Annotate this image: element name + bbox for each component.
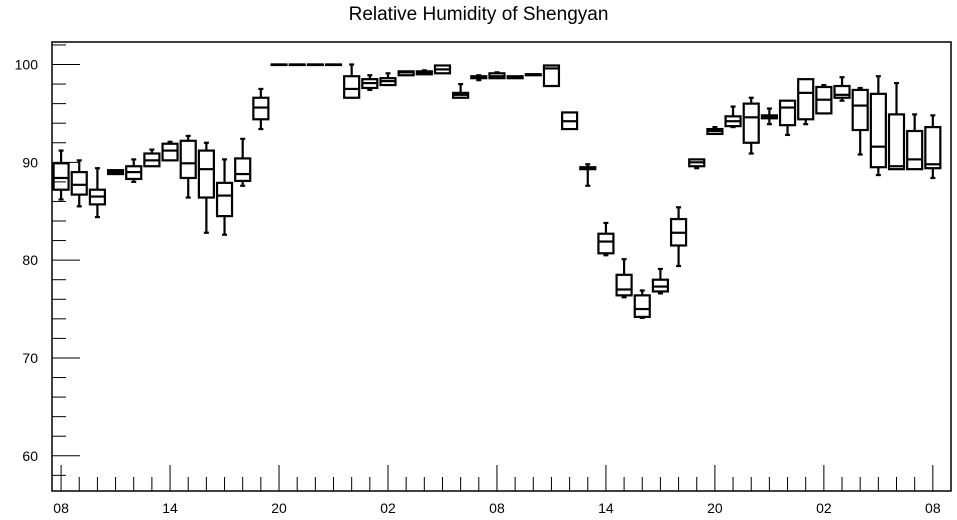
box-42 bbox=[815, 83, 833, 115]
box-20 bbox=[415, 69, 433, 76]
box-body bbox=[70, 171, 88, 196]
box-9 bbox=[215, 158, 234, 236]
box-40 bbox=[778, 99, 797, 137]
box-body bbox=[597, 232, 615, 255]
y-axis: 60 70 80 90 100 bbox=[15, 44, 80, 476]
plot-frame bbox=[51, 41, 952, 492]
box-35 bbox=[688, 158, 706, 170]
box-36 bbox=[706, 126, 724, 136]
box-body bbox=[234, 157, 252, 183]
box-12 bbox=[270, 63, 288, 67]
box-39 bbox=[760, 107, 778, 126]
box-17 bbox=[361, 74, 379, 92]
box-body bbox=[215, 181, 234, 218]
box-3 bbox=[106, 169, 125, 176]
box-45 bbox=[869, 75, 887, 177]
box-44 bbox=[851, 86, 869, 156]
box-body bbox=[924, 126, 942, 170]
y-tick-label: 80 bbox=[22, 252, 38, 268]
box-47 bbox=[906, 113, 924, 171]
box-body bbox=[615, 273, 633, 297]
chart-title: Relative Humidity of Shengyan bbox=[348, 4, 609, 25]
box-body bbox=[833, 84, 851, 99]
box-15 bbox=[324, 63, 343, 67]
y-tick-label: 90 bbox=[22, 154, 38, 170]
x-tick-label: 08 bbox=[53, 500, 69, 516]
y-tick-label: 60 bbox=[22, 448, 38, 464]
box-41 bbox=[797, 78, 815, 126]
box-series bbox=[52, 63, 942, 319]
box-32 bbox=[633, 289, 651, 319]
box-23 bbox=[470, 74, 488, 82]
x-axis: 08 14 20 02 08 14 20 02 08 bbox=[53, 465, 941, 516]
box-4 bbox=[125, 158, 143, 183]
box-24 bbox=[488, 71, 506, 80]
box-13 bbox=[288, 63, 306, 67]
box-19 bbox=[397, 70, 415, 77]
box-body bbox=[343, 75, 361, 99]
box-33 bbox=[651, 267, 670, 295]
box-2 bbox=[88, 167, 107, 219]
x-tick-label: 14 bbox=[598, 500, 614, 516]
x-tick-label: 20 bbox=[707, 500, 723, 516]
y-tick-label: 100 bbox=[15, 56, 39, 72]
box-body bbox=[906, 129, 924, 171]
box-1 bbox=[70, 159, 88, 208]
box-body bbox=[869, 92, 887, 169]
box-11 bbox=[252, 87, 270, 131]
box-body bbox=[797, 78, 815, 121]
box-46 bbox=[887, 81, 906, 171]
box-0 bbox=[52, 149, 70, 201]
x-tick-label: 08 bbox=[489, 500, 505, 516]
box-29 bbox=[579, 163, 597, 187]
box-26 bbox=[524, 73, 542, 77]
box-8 bbox=[197, 141, 215, 234]
box-43 bbox=[833, 76, 851, 102]
box-14 bbox=[306, 63, 324, 67]
x-tick-label: 02 bbox=[380, 500, 396, 516]
box-22 bbox=[452, 82, 470, 99]
x-tick-label: 14 bbox=[162, 500, 178, 516]
box-5 bbox=[143, 148, 161, 168]
box-25 bbox=[506, 75, 524, 80]
box-body bbox=[52, 162, 70, 191]
box-body bbox=[887, 113, 906, 171]
box-21 bbox=[433, 64, 452, 75]
box-body bbox=[778, 99, 797, 127]
x-tick-label: 20 bbox=[271, 500, 287, 516]
box-6 bbox=[161, 140, 179, 162]
x-tick-label: 02 bbox=[816, 500, 832, 516]
box-18 bbox=[379, 72, 397, 87]
box-27 bbox=[542, 64, 561, 88]
box-30 bbox=[597, 221, 615, 257]
box-16 bbox=[343, 63, 361, 99]
box-7 bbox=[179, 134, 197, 199]
box-body bbox=[851, 88, 869, 132]
box-37 bbox=[724, 105, 742, 129]
box-28 bbox=[561, 111, 579, 131]
box-body bbox=[542, 64, 561, 88]
box-48 bbox=[924, 114, 942, 180]
box-body bbox=[179, 139, 197, 180]
box-10 bbox=[234, 137, 252, 187]
box-34 bbox=[669, 206, 688, 268]
box-body bbox=[161, 142, 179, 162]
box-31 bbox=[615, 258, 633, 299]
box-body bbox=[633, 294, 651, 318]
x-tick-label: 08 bbox=[925, 500, 941, 516]
box-body bbox=[197, 149, 215, 199]
box-body bbox=[742, 102, 760, 144]
y-tick-label: 70 bbox=[22, 350, 38, 366]
box-38 bbox=[742, 96, 760, 155]
